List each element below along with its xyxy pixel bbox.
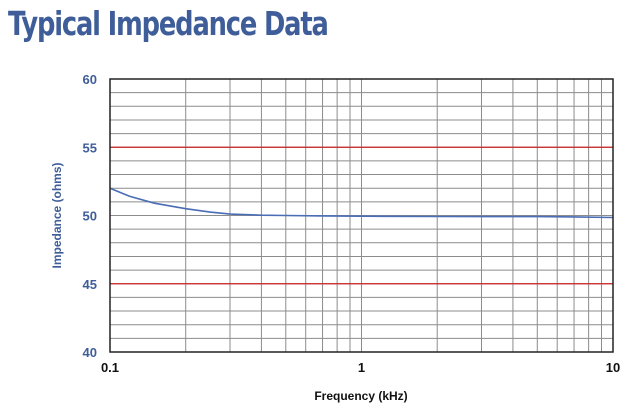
y-tick-label: 50 [83, 209, 97, 224]
impedance-curve [109, 187, 614, 219]
plot-frame [109, 78, 614, 353]
page-title: Typical Impedance Data [8, 4, 329, 43]
y-tick-label: 45 [83, 277, 97, 292]
y-tick-label: 55 [83, 140, 97, 155]
limit-lines [110, 146, 613, 285]
y-tick-label: 60 [83, 72, 97, 87]
x-axis-ticks: 0.1 1 10 [101, 360, 620, 375]
x-tick-label: 0.1 [101, 360, 119, 375]
x-axis-label: Frequency (kHz) [314, 389, 407, 403]
x-tick-label: 1 [358, 360, 365, 375]
x-tick-label: 10 [606, 360, 620, 375]
y-axis-ticks: 40 45 50 55 60 [83, 72, 97, 360]
y-axis-label: Impedance (ohms) [50, 162, 64, 268]
y-tick-label: 40 [83, 345, 97, 360]
